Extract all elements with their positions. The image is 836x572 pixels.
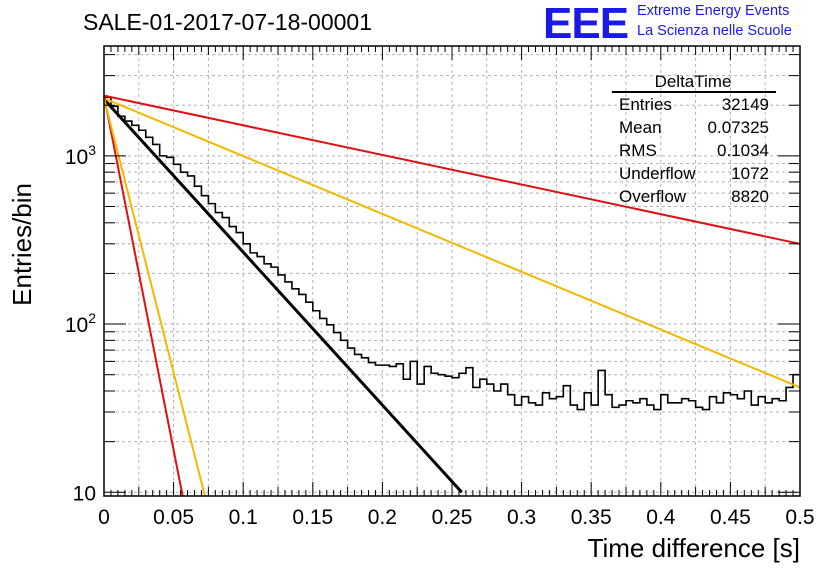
x-tick-label: 0.5 xyxy=(785,506,814,529)
stats-box: DeltaTime Entries 32149 Mean 0.07325 RMS 0.10… xyxy=(612,72,776,206)
logo-tagline-1: Extreme Energy Events xyxy=(637,3,790,19)
stats-row-label: RMS xyxy=(619,141,657,160)
run-title: SALE-01-2017-07-18-00001 xyxy=(83,9,372,35)
x-tick-label: 0.2 xyxy=(368,506,397,529)
x-axis-title: Time difference [s] xyxy=(588,533,800,563)
y-tick-label: 102 xyxy=(65,310,96,337)
stats-row-label: Underflow xyxy=(619,164,696,183)
fit-line xyxy=(103,97,801,389)
x-tick-label: 0.4 xyxy=(646,506,676,529)
axis-ticks xyxy=(103,46,801,496)
x-tick-label: 0.25 xyxy=(432,506,473,529)
x-tick-label: 0.1 xyxy=(229,506,258,529)
grid xyxy=(104,46,800,496)
x-tick-label: 0.45 xyxy=(710,506,751,529)
histogram-deltatime xyxy=(104,96,800,411)
y-axis-title: Entries/bin xyxy=(7,183,37,306)
y-tick-label: 10 xyxy=(73,482,96,505)
stats-row-label: Overflow xyxy=(619,187,687,206)
x-tick-label: 0.3 xyxy=(507,506,536,529)
x-tick-label: 0 xyxy=(98,506,110,529)
y-tick-label: 103 xyxy=(65,142,96,169)
x-tick-label: 0.35 xyxy=(571,506,612,529)
stats-row-value: 32149 xyxy=(722,95,769,114)
x-tick-label: 0.15 xyxy=(292,506,333,529)
stats-row-value: 1072 xyxy=(731,164,769,183)
stats-row-value: 0.07325 xyxy=(708,118,769,137)
stats-box-name: DeltaTime xyxy=(655,72,732,91)
eee-logo: EEE xyxy=(543,0,629,48)
fit-line xyxy=(103,98,206,497)
stats-row-value: 0.1034 xyxy=(717,141,769,160)
fit-line xyxy=(102,98,463,494)
stats-row-label: Mean xyxy=(619,118,662,137)
stats-row-value: 8820 xyxy=(731,187,769,206)
stats-row-label: Entries xyxy=(619,95,672,114)
x-tick-label: 0.05 xyxy=(153,506,194,529)
fit-line xyxy=(103,94,801,245)
tick-labels: 0 0.05 0.1 0.15 0.2 0.25 0.3 0.35 0.4 0.45 0.5 10 10… xyxy=(65,142,815,529)
fit-line xyxy=(103,95,184,497)
logo-tagline-2: La Scienza nelle Scuole xyxy=(637,23,792,39)
series-layer xyxy=(102,94,801,497)
